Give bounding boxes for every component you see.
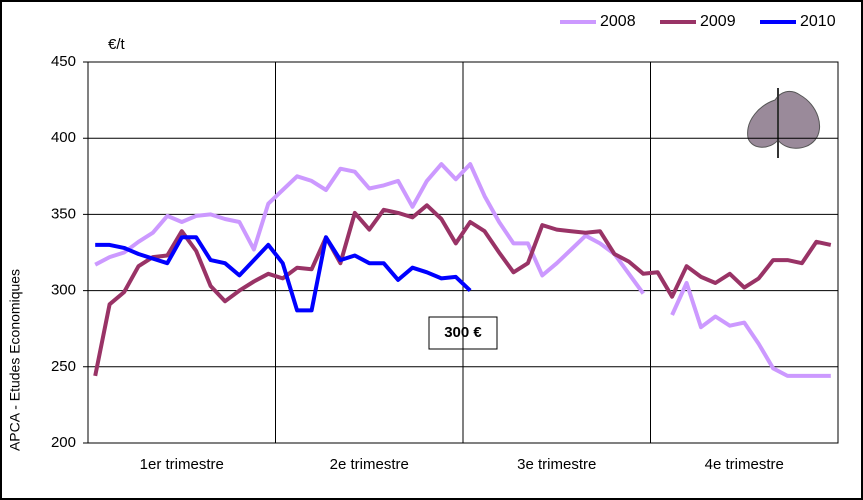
side-note: APCA - Etudes Economiques bbox=[7, 269, 23, 451]
legend-label: 2008 bbox=[600, 13, 636, 30]
y-tick-label: 200 bbox=[51, 434, 76, 451]
series-line bbox=[94, 162, 831, 378]
y-tick-label: 350 bbox=[51, 205, 76, 222]
x-tick-label: 2e trimestre bbox=[330, 456, 409, 473]
y-tick-label: 250 bbox=[51, 358, 76, 375]
y-tick-label: 400 bbox=[51, 129, 76, 146]
icon bbox=[747, 88, 820, 158]
unit-label: €/t bbox=[108, 36, 126, 53]
x-tick-label: 4e trimestre bbox=[705, 456, 784, 473]
legend-label: 2010 bbox=[800, 13, 836, 30]
x-tick-label: 1er trimestre bbox=[140, 456, 224, 473]
x-tick-label: 3e trimestre bbox=[517, 456, 596, 473]
y-tick-label: 450 bbox=[51, 53, 76, 70]
series-line bbox=[93, 203, 832, 377]
legend-label: 2009 bbox=[700, 13, 736, 30]
series-line bbox=[95, 235, 472, 313]
y-tick-label: 300 bbox=[51, 282, 76, 299]
